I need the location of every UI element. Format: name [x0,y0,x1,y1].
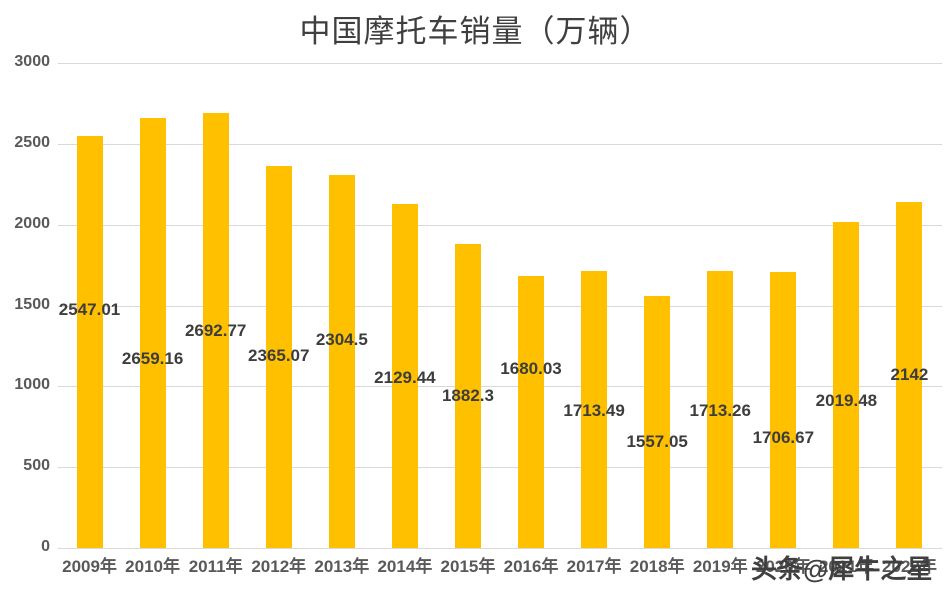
gridline [58,467,942,468]
y-axis-label: 500 [23,457,50,474]
bar [265,165,292,548]
x-axis-label: 2022年 [882,557,937,576]
x-axis-label: 2010年 [125,557,180,576]
gridline [58,306,942,307]
y-axis-label: 2000 [14,215,50,232]
bar [644,296,671,548]
bar [139,118,166,548]
y-axis-label: 1500 [14,296,50,313]
bar [518,276,545,548]
gridline [58,63,942,64]
bar-value-label: 1557.05 [626,432,688,451]
bar-value-label: 1713.26 [689,401,751,420]
y-axis-label: 1000 [14,376,50,393]
bar [896,201,923,548]
bar-value-label: 2129.44 [374,368,436,387]
bar [76,136,103,548]
bar-value-label: 2142 [890,365,929,384]
watermark-text: 头条@犀牛之星 [751,554,933,584]
x-axis-label: 2009年 [62,557,117,576]
bar [391,203,418,548]
chart-title: 中国摩托车销量（万辆） [299,14,652,49]
bar [707,271,734,548]
x-axis-label: 2014年 [377,557,433,576]
x-axis-label: 2017年 [566,557,622,576]
gridline [58,386,942,387]
gridline [58,548,942,549]
x-axis-label: 2012年 [251,557,307,576]
x-axis-label: 2019年 [692,557,748,576]
bar-value-label: 2019.48 [815,391,878,410]
x-axis-label: 2011年 [188,557,243,576]
bar-value-label: 2692.77 [184,321,247,340]
bar-value-label: 2304.5 [315,330,368,349]
bar-value-label: 2365.07 [248,346,310,365]
gridline [58,144,942,145]
y-axis-label: 3000 [14,53,50,70]
x-axis-label: 2020年 [755,557,811,576]
x-axis-label: 2013年 [314,557,370,576]
x-axis-label: 2021年 [818,557,874,576]
bar [770,272,797,548]
bar [581,270,608,548]
bar-value-label: 1680.03 [500,359,562,378]
gridline [58,225,942,226]
x-axis-label: 2015年 [440,557,496,576]
bar-value-label: 1713.49 [563,401,625,420]
bar [328,175,355,548]
x-axis-label: 2016年 [503,557,559,576]
y-axis-label: 0 [41,538,50,555]
bar-value-label: 2659.16 [121,349,184,368]
bar-value-label: 1706.67 [752,428,815,447]
bar [202,112,229,548]
bar-value-label: 1882.3 [441,386,494,405]
x-axis-label: 2018年 [629,557,685,576]
bar [454,243,481,548]
bar [833,221,860,548]
y-axis-label: 2500 [14,134,50,151]
bar-value-label: 2547.01 [58,300,121,319]
